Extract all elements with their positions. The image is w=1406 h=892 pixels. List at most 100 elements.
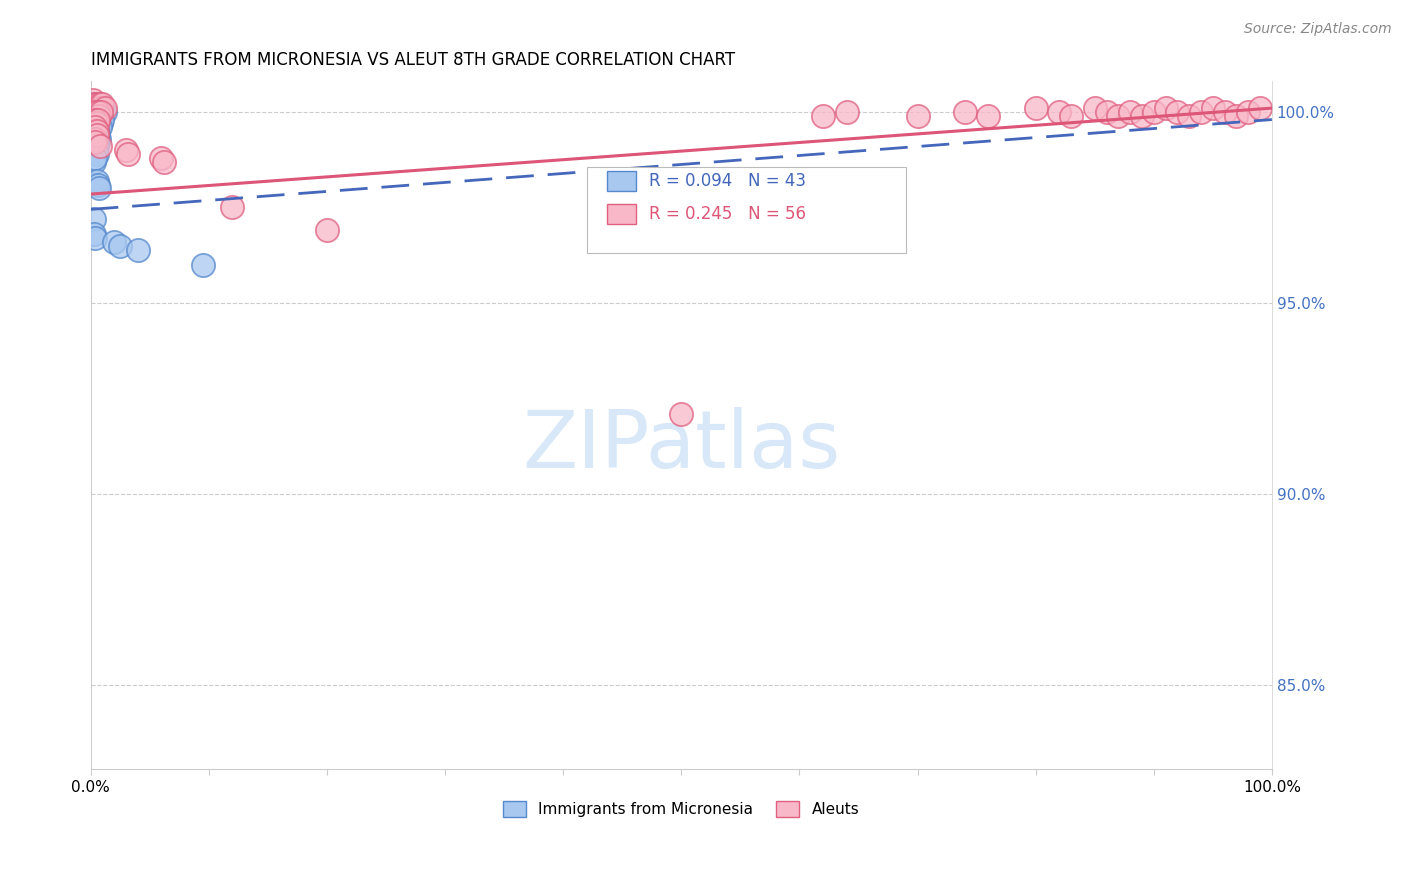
Point	[90, 104, 112, 119]
Point	[86, 139, 108, 153]
Point	[191, 258, 214, 272]
Point	[86, 128, 108, 142]
Point	[87, 181, 110, 195]
Text: R = 0.245   N = 56: R = 0.245 N = 56	[650, 205, 807, 223]
Point	[671, 407, 693, 421]
Point	[84, 104, 107, 119]
Point	[86, 147, 108, 161]
Point	[94, 101, 117, 115]
Point	[86, 112, 108, 127]
Point	[86, 124, 108, 138]
Point	[835, 104, 858, 119]
Point	[91, 97, 114, 112]
Point	[83, 211, 105, 226]
Point	[84, 143, 107, 157]
Point	[977, 109, 1000, 123]
Point	[86, 109, 108, 123]
Point	[83, 112, 105, 127]
Point	[953, 104, 976, 119]
Point	[83, 124, 105, 138]
Legend: Immigrants from Micronesia, Aleuts: Immigrants from Micronesia, Aleuts	[498, 796, 865, 823]
Point	[83, 120, 105, 135]
Point	[1084, 101, 1107, 115]
Point	[1225, 109, 1247, 123]
Point	[84, 128, 107, 142]
Point	[221, 201, 243, 215]
Point	[86, 136, 108, 150]
Point	[1143, 104, 1166, 119]
Text: Source: ZipAtlas.com: Source: ZipAtlas.com	[1244, 22, 1392, 37]
Point	[86, 131, 108, 145]
Point	[84, 131, 107, 145]
Point	[153, 154, 176, 169]
Point	[150, 151, 173, 165]
Point	[84, 136, 107, 150]
Text: IMMIGRANTS FROM MICRONESIA VS ALEUT 8TH GRADE CORRELATION CHART: IMMIGRANTS FROM MICRONESIA VS ALEUT 8TH …	[90, 51, 735, 69]
Point	[82, 97, 104, 112]
Point	[1107, 109, 1129, 123]
Point	[86, 120, 108, 135]
Point	[1249, 101, 1271, 115]
Point	[84, 231, 107, 245]
Point	[1202, 101, 1225, 115]
Point	[1025, 101, 1047, 115]
FancyBboxPatch shape	[586, 168, 905, 253]
Point	[86, 112, 108, 127]
Point	[89, 109, 111, 123]
Point	[86, 128, 108, 142]
Point	[1189, 104, 1212, 119]
Point	[86, 104, 108, 119]
Point	[90, 104, 112, 119]
Point	[87, 109, 110, 123]
Point	[1178, 109, 1201, 123]
Point	[87, 112, 110, 127]
Point	[115, 143, 138, 157]
Point	[86, 101, 108, 115]
Point	[89, 139, 111, 153]
Bar	[607, 203, 637, 225]
Point	[87, 131, 110, 145]
Point	[86, 109, 108, 123]
Text: R = 0.094   N = 43: R = 0.094 N = 43	[650, 172, 807, 190]
Point	[1213, 104, 1236, 119]
Point	[1130, 109, 1153, 123]
Point	[84, 124, 107, 138]
Point	[90, 116, 112, 130]
Point	[84, 151, 107, 165]
Point	[907, 109, 929, 123]
Point	[1154, 101, 1177, 115]
Point	[1119, 104, 1142, 119]
Point	[84, 116, 107, 130]
Point	[84, 101, 107, 115]
Point	[86, 124, 108, 138]
Point	[1095, 104, 1118, 119]
Point	[86, 178, 108, 192]
Point	[91, 112, 114, 127]
Point	[86, 116, 108, 130]
Point	[84, 112, 107, 127]
Point	[83, 227, 105, 242]
Point	[89, 120, 111, 135]
Text: ZIPatlas: ZIPatlas	[522, 407, 841, 485]
Point	[83, 97, 105, 112]
Point	[1047, 104, 1070, 119]
Point	[83, 101, 105, 115]
Point	[83, 154, 105, 169]
Point	[811, 109, 834, 123]
Point	[1060, 109, 1083, 123]
Point	[108, 238, 131, 252]
Point	[94, 104, 117, 119]
Point	[103, 235, 125, 249]
Point	[84, 120, 107, 135]
Point	[127, 243, 149, 257]
Point	[91, 101, 114, 115]
Point	[86, 104, 108, 119]
Point	[83, 116, 105, 130]
Bar	[607, 170, 637, 192]
Point	[86, 174, 108, 188]
Point	[84, 136, 107, 150]
Point	[90, 101, 112, 115]
Point	[89, 97, 111, 112]
Point	[1166, 104, 1188, 119]
Point	[86, 97, 108, 112]
